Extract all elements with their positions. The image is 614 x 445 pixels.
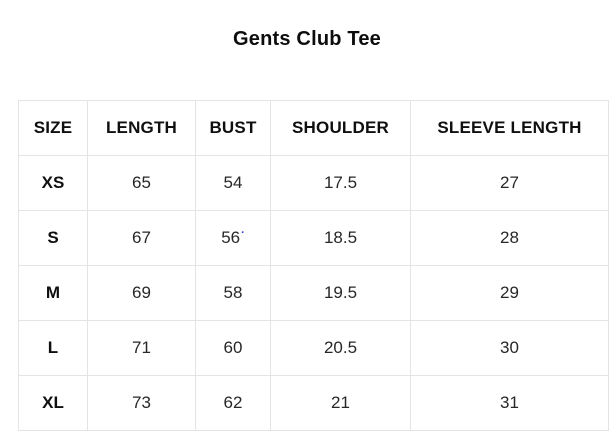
table-row: S 67 56· 18.5 28	[18, 210, 609, 266]
size-label-s: S	[18, 210, 88, 266]
size-chart-table: SIZE LENGTH BUST SHOULDER SLEEVE LENGTH …	[18, 100, 609, 431]
column-header-length: LENGTH	[87, 100, 196, 156]
cell-sleeve-length: 28	[410, 210, 609, 266]
cell-shoulder: 17.5	[270, 155, 411, 211]
table-row: L 71 60 20.5 30	[18, 320, 609, 376]
page-title: Gents Club Tee	[232, 28, 381, 50]
cell-length: 69	[87, 265, 196, 321]
cell-length: 73	[87, 375, 196, 431]
size-label-l: L	[18, 320, 88, 376]
cell-shoulder: 19.5	[270, 265, 411, 321]
column-header-shoulder: SHOULDER	[270, 100, 411, 156]
cell-length: 67	[87, 210, 196, 266]
cell-length: 65	[87, 155, 196, 211]
size-label-xs: XS	[18, 155, 88, 211]
cell-sleeve-length: 27	[410, 155, 609, 211]
cell-bust: 60	[195, 320, 271, 376]
column-header-bust: BUST	[195, 100, 271, 156]
cell-sleeve-length: 29	[410, 265, 609, 321]
table-row: XL 73 62 21 31	[18, 375, 609, 431]
cell-sleeve-length: 30	[410, 320, 609, 376]
column-header-sleeve-length: SLEEVE LENGTH	[410, 100, 609, 156]
cell-length: 71	[87, 320, 196, 376]
column-header-size: SIZE	[18, 100, 88, 156]
table-header-row: SIZE LENGTH BUST SHOULDER SLEEVE LENGTH	[18, 100, 609, 156]
cell-bust: 58	[195, 265, 271, 321]
cell-shoulder: 21	[270, 375, 411, 431]
footnote-marker: ·	[241, 227, 245, 240]
cell-shoulder: 18.5	[270, 210, 411, 266]
cell-bust: 56·	[195, 210, 271, 266]
size-label-m: M	[18, 265, 88, 321]
table-row: XS 65 54 17.5 27	[18, 155, 609, 211]
cell-bust: 62	[195, 375, 271, 431]
table-row: M 69 58 19.5 29	[18, 265, 609, 321]
cell-sleeve-length: 31	[410, 375, 609, 431]
cell-bust-value: 56	[221, 228, 241, 247]
size-label-xl: XL	[18, 375, 88, 431]
cell-bust: 54	[195, 155, 271, 211]
cell-shoulder: 20.5	[270, 320, 411, 376]
